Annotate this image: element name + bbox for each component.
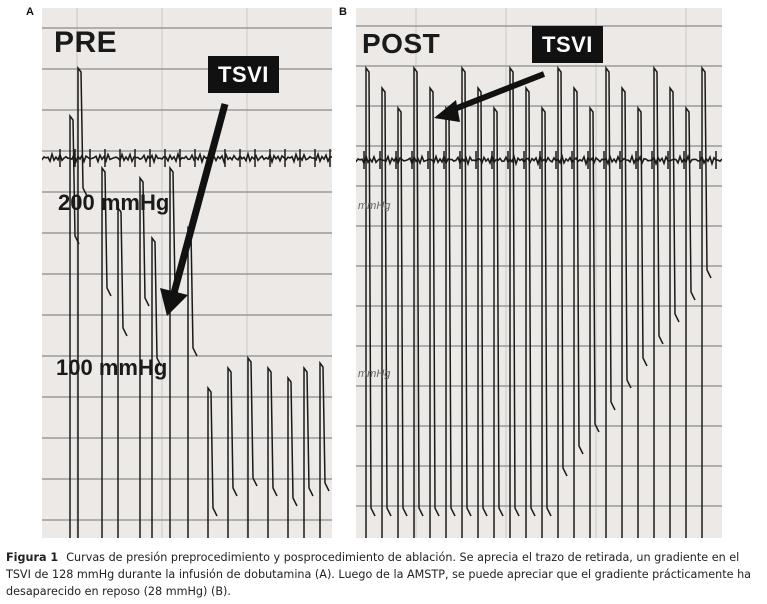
pressure-beat bbox=[525, 85, 536, 538]
phase-label-post: POST bbox=[362, 28, 441, 59]
pressure-beat bbox=[669, 85, 680, 538]
pressure-beat bbox=[605, 65, 616, 538]
pressure-label-100: 100 mmHg bbox=[56, 355, 168, 380]
panel-a-letter: A bbox=[26, 6, 34, 18]
pressure-beat bbox=[227, 365, 238, 538]
pressure-beat bbox=[101, 165, 112, 538]
ecg-baseline bbox=[42, 151, 332, 165]
pressure-beat bbox=[247, 355, 258, 538]
ecg-baseline bbox=[356, 153, 722, 167]
pressure-beat bbox=[557, 65, 568, 538]
pressure-tracing-pre bbox=[42, 8, 332, 538]
pressure-beat bbox=[139, 175, 150, 538]
pressure-beat bbox=[267, 365, 278, 538]
tsvi-label-post: TSVI bbox=[532, 26, 603, 63]
pressure-beat bbox=[287, 375, 298, 538]
pressure-beat bbox=[365, 65, 376, 538]
phase-label-pre: PRE bbox=[54, 26, 118, 59]
arrow-shaft bbox=[450, 71, 546, 113]
pressure-beat bbox=[303, 365, 314, 538]
pressure-beat bbox=[621, 85, 632, 538]
pressure-beat bbox=[151, 235, 162, 538]
pressure-beat bbox=[77, 65, 88, 538]
panel-b-letter: B bbox=[339, 6, 347, 18]
figure-number: Figura 1 bbox=[6, 551, 59, 564]
pressure-tracing-post bbox=[356, 8, 722, 538]
pressure-label-100-faint: mmHg bbox=[358, 368, 391, 380]
pressure-tracing-panel-post: POST TSVI mmHg mmHg bbox=[356, 8, 722, 538]
pressure-label-200: 200 mmHg bbox=[58, 190, 170, 215]
pressure-beat bbox=[445, 105, 456, 538]
arrow-shaft bbox=[170, 103, 229, 294]
pressure-beat bbox=[573, 85, 584, 538]
pressure-beat bbox=[493, 105, 504, 538]
figure-caption: Figura 1 Curvas de presión preprocedimien… bbox=[6, 549, 764, 600]
pressure-beat bbox=[169, 165, 180, 538]
pressure-beat bbox=[117, 205, 128, 538]
pressure-beat bbox=[589, 105, 600, 538]
pressure-beat bbox=[207, 385, 218, 538]
pressure-beat bbox=[653, 65, 664, 538]
pressure-beat bbox=[685, 105, 696, 538]
pressure-beat bbox=[477, 85, 488, 538]
pressure-beat bbox=[381, 85, 392, 538]
pressure-beat bbox=[429, 85, 440, 538]
pressure-beat bbox=[541, 105, 552, 538]
pressure-beat bbox=[701, 65, 712, 538]
arrow-head bbox=[434, 100, 460, 122]
figure-caption-text: Curvas de presión preprocedimiento y pos… bbox=[6, 551, 752, 598]
pressure-tracing-panel-pre: PRE TSVI 200 mmHg 100 mmHg bbox=[42, 8, 332, 538]
arrow-head bbox=[160, 288, 188, 316]
tsvi-label-pre: TSVI bbox=[208, 56, 279, 93]
pressure-label-200-faint: mmHg bbox=[358, 200, 391, 212]
pressure-beat bbox=[637, 105, 648, 538]
pressure-beat bbox=[461, 65, 472, 538]
pressure-beat bbox=[319, 360, 330, 538]
pressure-beat bbox=[509, 65, 520, 538]
pressure-beat bbox=[397, 105, 408, 538]
pressure-beat bbox=[69, 113, 80, 538]
pressure-beat bbox=[413, 65, 424, 538]
